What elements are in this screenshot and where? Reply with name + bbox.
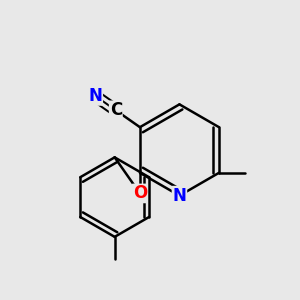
Text: N: N: [172, 187, 186, 205]
Text: C: C: [110, 101, 122, 119]
Text: O: O: [133, 184, 147, 202]
Text: N: N: [88, 87, 102, 105]
